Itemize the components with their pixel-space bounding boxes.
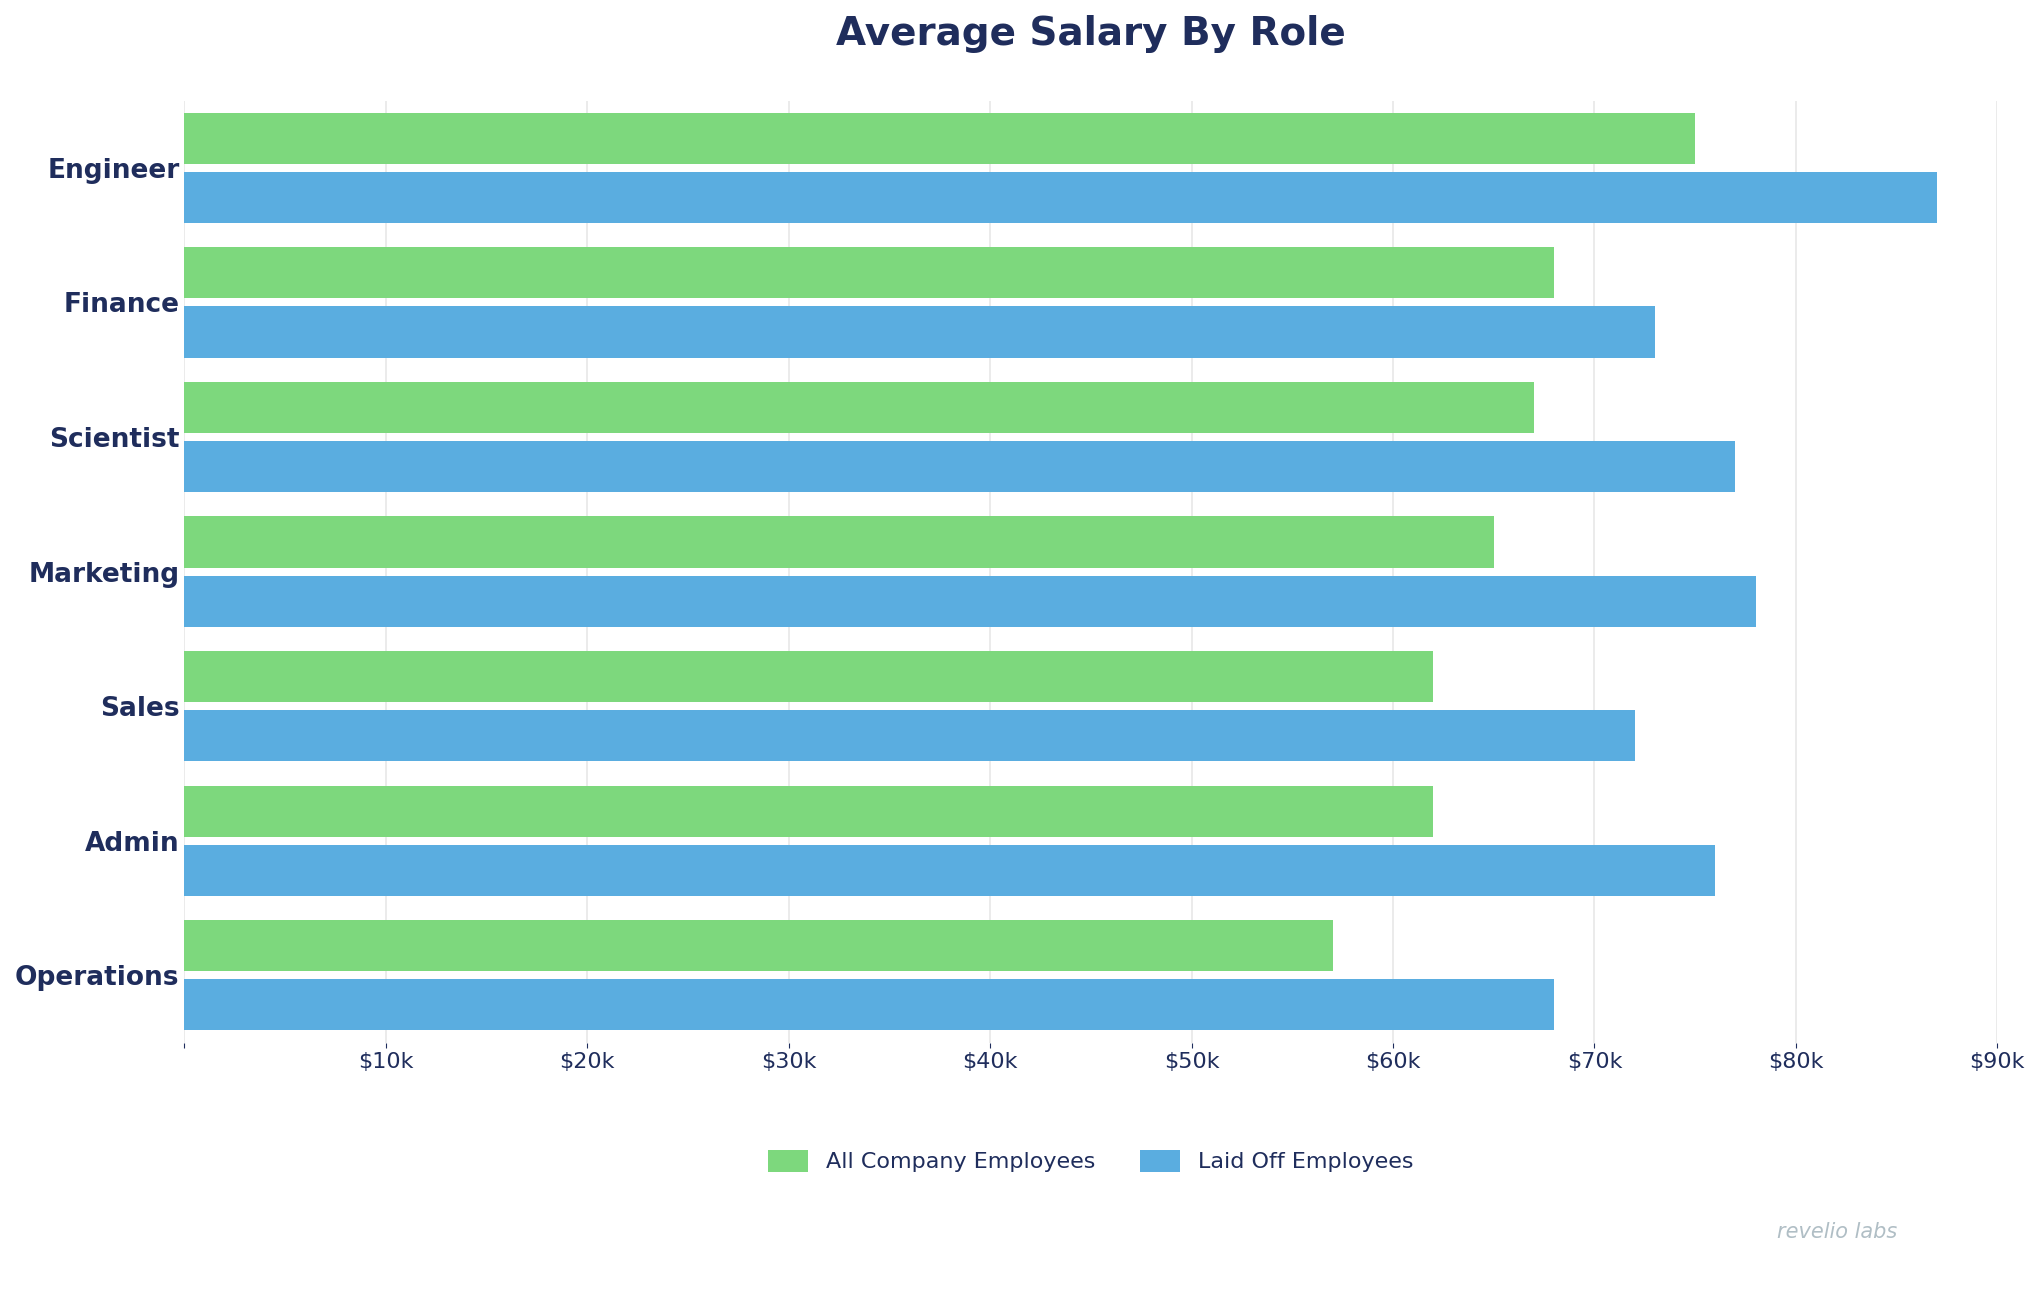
Bar xyxy=(184,710,1633,761)
Bar xyxy=(184,980,1554,1030)
Bar xyxy=(184,382,1533,433)
Bar xyxy=(184,576,1756,626)
Bar xyxy=(184,113,1694,164)
Bar xyxy=(184,920,1331,972)
Bar xyxy=(184,441,1735,492)
Bar xyxy=(184,247,1554,299)
Title: Average Salary By Role: Average Salary By Role xyxy=(836,16,1346,53)
Bar xyxy=(184,845,1715,895)
Legend: All Company Employees, Laid Off Employees: All Company Employees, Laid Off Employee… xyxy=(756,1139,1423,1184)
Bar xyxy=(184,516,1493,568)
Text: revelio labs: revelio labs xyxy=(1776,1223,1896,1242)
Bar xyxy=(184,307,1654,357)
Bar xyxy=(184,651,1433,703)
Bar xyxy=(184,785,1433,837)
Bar xyxy=(184,172,1935,223)
